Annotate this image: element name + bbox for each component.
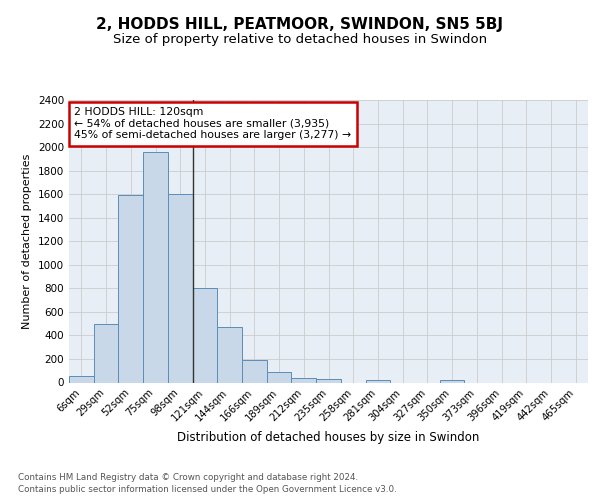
Bar xyxy=(316,379,341,382)
X-axis label: Distribution of detached houses by size in Swindon: Distribution of detached houses by size … xyxy=(178,432,479,444)
Bar xyxy=(267,372,292,382)
Text: 2 HODDS HILL: 120sqm
← 54% of detached houses are smaller (3,935)
45% of semi-de: 2 HODDS HILL: 120sqm ← 54% of detached h… xyxy=(74,107,352,140)
Text: 2, HODDS HILL, PEATMOOR, SWINDON, SN5 5BJ: 2, HODDS HILL, PEATMOOR, SWINDON, SN5 5B… xyxy=(97,18,503,32)
Bar xyxy=(365,380,390,382)
Y-axis label: Number of detached properties: Number of detached properties xyxy=(22,154,32,329)
Bar xyxy=(94,324,118,382)
Bar xyxy=(217,326,242,382)
Bar xyxy=(118,196,143,382)
Bar xyxy=(143,152,168,382)
Bar xyxy=(292,378,316,382)
Bar xyxy=(440,380,464,382)
Bar xyxy=(168,194,193,382)
Bar xyxy=(69,376,94,382)
Bar xyxy=(242,360,267,382)
Text: Size of property relative to detached houses in Swindon: Size of property relative to detached ho… xyxy=(113,32,487,46)
Text: Contains public sector information licensed under the Open Government Licence v3: Contains public sector information licen… xyxy=(18,485,397,494)
Bar xyxy=(193,288,217,382)
Text: Contains HM Land Registry data © Crown copyright and database right 2024.: Contains HM Land Registry data © Crown c… xyxy=(18,472,358,482)
